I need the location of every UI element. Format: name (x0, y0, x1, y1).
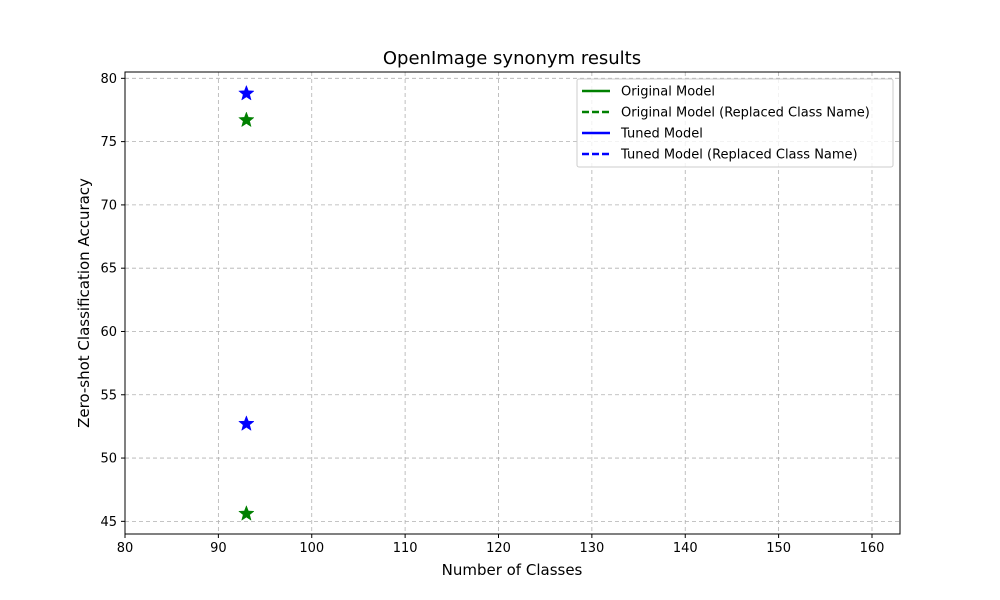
x-tick-label: 140 (673, 541, 698, 556)
legend-label-0: Original Model (621, 85, 715, 100)
data-point-series-1 (238, 505, 255, 521)
x-tick-label: 110 (393, 541, 418, 556)
x-axis-title: Number of Classes (442, 561, 583, 579)
y-tick-label: 70 (100, 198, 117, 213)
y-tick-label: 75 (100, 135, 117, 150)
x-axis-ticks: 80 90 100 110 120 130 140 150 160 (117, 534, 885, 556)
y-axis-title: Zero-shot Classification Accuracy (75, 178, 93, 428)
x-tick-label: 120 (486, 541, 511, 556)
x-tick-label: 160 (860, 541, 885, 556)
legend-label-1: Original Model (Replaced Class Name) (621, 106, 870, 121)
y-axis-ticks: 45 50 55 60 65 70 75 80 (100, 72, 125, 530)
x-tick-label: 90 (210, 541, 227, 556)
y-tick-label: 55 (100, 388, 117, 403)
x-tick-label: 80 (117, 541, 134, 556)
legend: Original Model Original Model (Replaced C… (576, 78, 894, 168)
y-tick-label: 45 (100, 515, 117, 530)
x-tick-label: 150 (766, 541, 791, 556)
x-tick-label: 130 (579, 541, 604, 556)
y-tick-label: 60 (100, 325, 117, 340)
data-points (238, 84, 255, 521)
y-tick-label: 65 (100, 262, 117, 277)
plot-frame (124, 71, 901, 535)
chart-title: OpenImage synonym results (383, 48, 641, 69)
legend-label-2: Tuned Model (620, 127, 703, 142)
data-point-series-3 (238, 415, 255, 431)
data-point-series-0 (238, 111, 255, 128)
data-point-series-2 (238, 84, 255, 101)
y-tick-label: 50 (100, 452, 117, 467)
y-tick-label: 80 (100, 72, 117, 87)
legend-label-3: Tuned Model (Replaced Class Name) (620, 148, 858, 163)
x-tick-label: 100 (299, 541, 324, 556)
legend-box (576, 78, 894, 168)
